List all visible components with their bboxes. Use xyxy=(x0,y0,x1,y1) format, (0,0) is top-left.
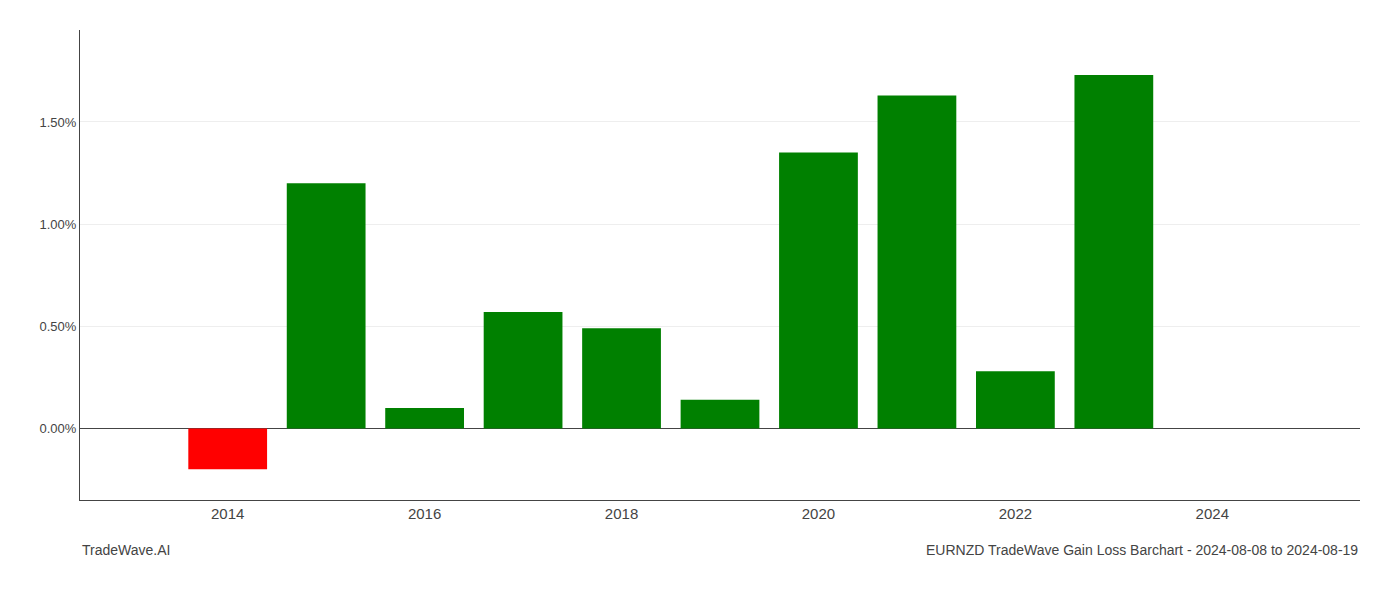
svg-text:EURNZD TradeWave Gain Loss Bar: EURNZD TradeWave Gain Loss Barchart - 20… xyxy=(926,542,1358,558)
svg-text:1.00%: 1.00% xyxy=(40,217,77,232)
svg-text:2016: 2016 xyxy=(408,505,441,522)
svg-text:2020: 2020 xyxy=(802,505,835,522)
svg-text:2024: 2024 xyxy=(1196,505,1229,522)
svg-text:2014: 2014 xyxy=(211,505,244,522)
svg-text:2022: 2022 xyxy=(999,505,1032,522)
svg-text:0.00%: 0.00% xyxy=(40,421,77,436)
svg-text:0.50%: 0.50% xyxy=(40,319,77,334)
svg-text:TradeWave.AI: TradeWave.AI xyxy=(82,542,170,558)
svg-text:2018: 2018 xyxy=(605,505,638,522)
svg-text:1.50%: 1.50% xyxy=(40,115,77,130)
